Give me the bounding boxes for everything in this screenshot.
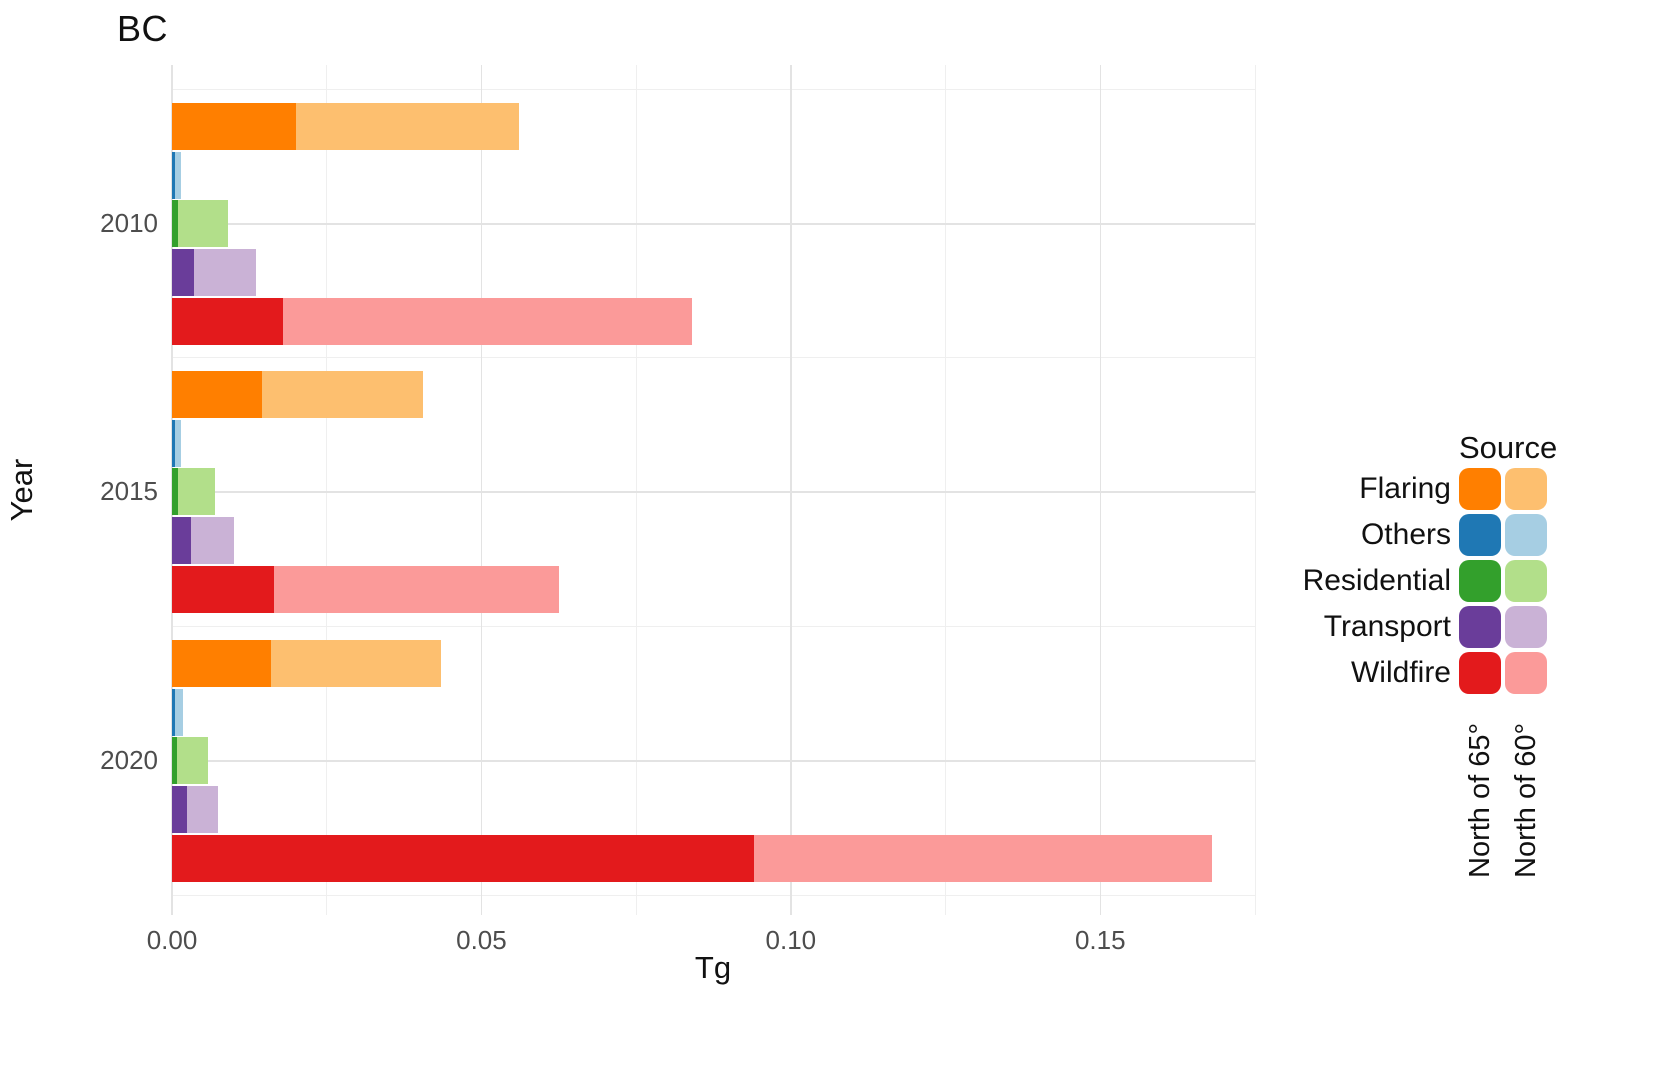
gridline-horizontal-minor [172, 625, 1255, 627]
bar-segment-north-of-60 [193, 249, 256, 297]
gridline-vertical-minor [326, 65, 328, 915]
y-axis-title: Year [4, 458, 39, 522]
gridline-vertical-major [790, 65, 792, 915]
bar-segment-north-of-60 [176, 737, 208, 785]
bar-2020-residential [172, 737, 1255, 785]
chart-title: BC [117, 8, 169, 49]
bar-segment-north-of-60 [178, 200, 228, 248]
bar-2010-residential [172, 200, 1255, 248]
gridline-horizontal-major [172, 760, 1255, 762]
x-axis-tick-label: 0.15 [1074, 925, 1126, 955]
gridline-vertical-minor [635, 65, 637, 915]
bar-segment-north-of-65 [172, 688, 176, 736]
legend-entry-label: Residential [1302, 564, 1451, 597]
legend-swatch-north-of-65 [1459, 606, 1501, 648]
legend-row-others: Others [1283, 514, 1583, 558]
legend-column-label-north-of-60: North of 60° [1510, 722, 1542, 878]
gridline-vertical-minor [1254, 65, 1256, 915]
bar-segment-north-of-65 [172, 297, 284, 345]
legend-row-transport: Transport [1283, 606, 1583, 650]
legend-swatch-north-of-65 [1459, 514, 1501, 556]
bar-2020-wildfire [172, 834, 1255, 882]
bar-segment-north-of-65 [172, 565, 275, 613]
legend-swatch-north-of-65 [1459, 468, 1501, 510]
y-axis-tick-label: 2015 [100, 475, 158, 506]
gridline-vertical-minor [945, 65, 947, 915]
bar-segment-north-of-65 [172, 371, 262, 418]
bar-2015-others [172, 419, 1255, 467]
bar-segment-north-of-60 [283, 297, 692, 345]
legend-swatch-north-of-60 [1505, 606, 1547, 648]
gridline-horizontal-minor [172, 89, 1255, 91]
bar-2015-flaring [172, 371, 1255, 418]
plot-panel [171, 65, 1256, 915]
bar-segment-north-of-65 [172, 786, 188, 834]
x-axis-title: Tg [694, 950, 732, 985]
bar-2010-wildfire [172, 297, 1255, 345]
legend-row-flaring: Flaring [1283, 468, 1583, 512]
bar-segment-north-of-65 [172, 200, 179, 248]
legend-swatch-north-of-65 [1459, 652, 1501, 694]
bar-segment-north-of-65 [172, 737, 177, 785]
bar-segment-north-of-60 [187, 786, 219, 834]
bar-segment-north-of-65 [172, 419, 176, 467]
bar-2015-wildfire [172, 565, 1255, 613]
gridline-vertical-major [1099, 65, 1102, 915]
bar-2020-transport [172, 786, 1255, 834]
bar-2020-flaring [172, 640, 1255, 687]
gridline-horizontal-minor [172, 894, 1255, 896]
legend-column-label-north-of-65: North of 65° [1464, 722, 1496, 878]
bar-segment-north-of-60 [178, 468, 216, 516]
bar-segment-north-of-65 [172, 834, 754, 882]
x-axis-tick-label: 0.05 [456, 925, 507, 955]
legend-swatch-north-of-60 [1505, 468, 1547, 510]
legend-entry-label: Transport [1323, 610, 1451, 643]
bar-segment-north-of-65 [172, 249, 194, 297]
legend-entry-label: Others [1360, 518, 1451, 551]
legend-swatch-north-of-60 [1505, 560, 1547, 602]
bar-segment-north-of-65 [172, 517, 191, 565]
bar-segment-north-of-65 [172, 103, 296, 150]
y-axis-tick-label: 2010 [100, 207, 158, 238]
bar-segment-north-of-60 [175, 688, 183, 736]
bar-segment-north-of-60 [295, 103, 519, 150]
bar-segment-north-of-65 [172, 640, 272, 687]
bar-2020-others [172, 688, 1255, 736]
y-axis-tick-label: 2020 [100, 744, 158, 775]
legend-swatch-north-of-65 [1459, 560, 1501, 602]
gridline-vertical-major [480, 65, 483, 915]
bar-segment-north-of-60 [261, 371, 423, 418]
gridline-horizontal-minor [172, 357, 1255, 359]
bar-2010-flaring [172, 103, 1255, 150]
legend-entry-label: Flaring [1359, 472, 1451, 505]
legend-title: Source [1459, 430, 1558, 465]
bar-2010-transport [172, 249, 1255, 297]
bar-segment-north-of-60 [753, 834, 1212, 882]
x-axis-tick-label: 0.00 [146, 925, 198, 955]
legend-swatch-north-of-60 [1505, 514, 1547, 556]
bar-2010-others [172, 151, 1255, 199]
bar-segment-north-of-60 [271, 640, 442, 687]
bar-segment-north-of-60 [190, 517, 234, 565]
legend-row-residential: Residential [1283, 560, 1583, 604]
bar-segment-north-of-60 [175, 419, 182, 467]
bar-segment-north-of-65 [172, 151, 176, 199]
legend: Source North of 65° North of 60° Flaring… [1283, 430, 1593, 900]
legend-row-wildfire: Wildfire [1283, 652, 1583, 696]
bar-segment-north-of-60 [175, 151, 182, 199]
x-axis-tick-label: 0.10 [765, 925, 817, 955]
gridline-horizontal-major [172, 491, 1255, 493]
bar-2015-residential [172, 468, 1255, 516]
legend-swatch-north-of-60 [1505, 652, 1547, 694]
bar-segment-north-of-65 [172, 468, 179, 516]
legend-entry-label: Wildfire [1350, 656, 1451, 689]
bar-segment-north-of-60 [274, 565, 559, 613]
bar-2015-transport [172, 517, 1255, 565]
gridline-horizontal-major [172, 223, 1255, 225]
